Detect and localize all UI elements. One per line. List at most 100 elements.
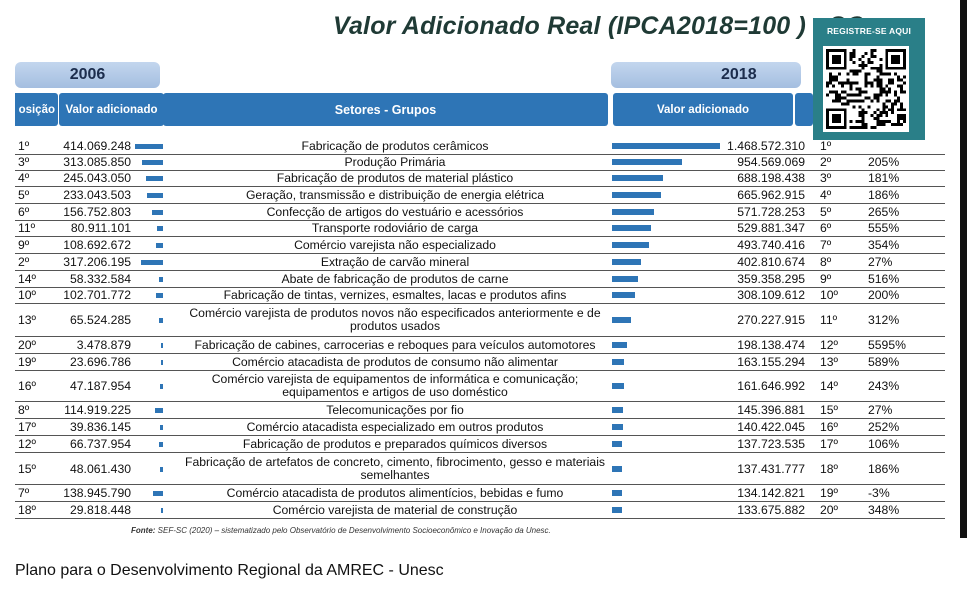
value-2006: 48.061.430	[70, 461, 131, 476]
growth-percent: 186%	[868, 461, 900, 476]
sector-name: Comércio varejista de material de constr…	[272, 502, 518, 517]
bar-2006	[160, 425, 163, 430]
value-2006: 414.069.248	[63, 139, 131, 153]
bar-2018	[612, 490, 622, 496]
position-2018: 1º	[820, 139, 832, 153]
bar-2006	[135, 144, 163, 149]
sector-name: Fabricação de tintas, vernizes, esmaltes…	[223, 287, 567, 302]
position-2018: 14º	[820, 379, 839, 393]
sector-name: Confecção de artigos do vestuário e aces…	[266, 204, 524, 219]
position-2006: 8º	[18, 403, 30, 417]
value-2018: 493.740.416	[737, 238, 805, 252]
growth-percent: 106%	[868, 437, 900, 451]
position-2006: 5º	[18, 188, 30, 202]
table-row: 16º 47.187.954 Comércio varejista de equip…	[15, 371, 945, 402]
bar-2006	[157, 226, 163, 231]
value-2018: 270.227.915	[737, 313, 805, 327]
position-2018: 8º	[820, 255, 832, 269]
value-2018: 1.468.572.310	[727, 139, 805, 153]
bar-2006	[161, 343, 163, 348]
value-2018: 198.138.474	[737, 338, 805, 352]
table-row: 4º 245.043.050 Fabricação de produtos de m…	[15, 170, 945, 187]
growth-percent: 312%	[868, 313, 900, 327]
video-caption: Plano para o Desenvolvimento Regional da…	[15, 562, 444, 579]
bar-2006	[146, 176, 163, 181]
bar-2018	[612, 143, 720, 149]
position-2006: 19º	[18, 355, 37, 369]
video-frame[interactable]: Valor Adicionado Real (IPCA2018=100 ) - …	[15, 0, 967, 538]
value-2006: 108.692.672	[63, 238, 131, 252]
bar-2006	[156, 243, 163, 248]
bar-2006	[159, 442, 163, 447]
bar-2006	[161, 508, 163, 513]
value-2006: 58.332.584	[70, 272, 131, 286]
value-2018: 954.569.069	[737, 155, 805, 169]
position-2006: 18º	[18, 503, 37, 517]
position-2006: 14º	[18, 272, 37, 286]
table-row: 10º 102.701.772 Fabricação de tintas, vern…	[15, 287, 945, 304]
growth-percent: 354%	[868, 238, 900, 252]
value-2006: 39.836.145	[70, 420, 131, 434]
value-2006: 114.919.225	[64, 403, 131, 417]
position-2006: 2º	[18, 255, 30, 269]
sector-name: Telecomunicações por fio	[326, 402, 464, 417]
sector-name: Comércio varejista não especializado	[294, 237, 496, 252]
bar-2018	[612, 292, 635, 298]
value-2006: 313.085.850	[63, 155, 131, 169]
sector-name: Comércio atacadista de produtos alimentí…	[226, 485, 564, 500]
position-2006: 15º	[18, 461, 37, 476]
sector-name: Comércio varejista de produtos novos não…	[189, 306, 601, 333]
bar-2018	[612, 276, 638, 282]
value-2006: 29.818.448	[70, 503, 131, 517]
bar-2018	[612, 342, 627, 348]
register-qr-panel[interactable]: REGISTRE-SE AQUI	[813, 18, 925, 140]
header-valor-adicionado-2006: Valor adicionado	[59, 93, 164, 126]
bar-2006	[156, 293, 163, 298]
growth-percent: 516%	[868, 272, 900, 286]
position-2006: 1º	[18, 139, 30, 153]
table-row: 12º 66.737.954 Fabricação de produtos e pr…	[15, 436, 945, 453]
table-row: 17º 39.836.145 Comércio atacadista especia…	[15, 419, 945, 436]
table-row: 20º 3.478.879 Fabricação de cabines, carro…	[15, 337, 945, 354]
table-row: 2º 317.206.195 Extração de carvão mineral 4…	[15, 254, 945, 271]
bar-2018	[612, 159, 682, 165]
value-2006: 3.478.879	[76, 338, 131, 352]
table-row: 14º 58.332.584 Abate de fabricação de prod…	[15, 271, 945, 288]
value-2006: 317.206.195	[63, 255, 131, 269]
position-2006: 6º	[18, 205, 30, 219]
value-2018: 163.155.294	[737, 355, 805, 369]
growth-percent: 243%	[868, 379, 900, 393]
source-label: Fonte:	[131, 526, 156, 535]
bar-2018	[612, 424, 623, 430]
sector-name: Fabricação de artefatos de concreto, cim…	[185, 454, 605, 482]
qr-code-icon	[823, 46, 909, 132]
bar-2006	[141, 260, 163, 265]
table-row: 3º 313.085.850 Produção Primária 954.569.06…	[15, 154, 945, 171]
value-2006: 47.187.954	[70, 379, 131, 393]
position-2018: 19º	[820, 486, 839, 500]
position-2018: 6º	[820, 221, 832, 235]
position-2006: 12º	[18, 437, 37, 451]
table-row: 13º 65.524.285 Comércio varejista de produ…	[15, 304, 945, 337]
table-row: 19º 23.696.786 Comércio atacadista de prod…	[15, 354, 945, 371]
sector-name: Fabricação de produtos de material plást…	[276, 170, 514, 185]
value-2006: 233.043.503	[63, 188, 131, 202]
bar-2018	[612, 383, 624, 389]
value-2006: 138.945.790	[63, 486, 131, 500]
value-2018: 137.431.777	[737, 461, 805, 476]
bar-2018	[612, 259, 641, 265]
sector-name: Geração, transmissão e distribuição de e…	[245, 187, 545, 202]
bar-2018	[612, 209, 654, 215]
source-note: Fonte: SEF-SC (2020) – sistematizado pel…	[131, 526, 551, 535]
position-2018: 3º	[820, 171, 832, 185]
position-2018: 11º	[820, 313, 838, 327]
position-2018: 15º	[820, 403, 839, 417]
position-2006: 13º	[18, 313, 37, 327]
value-2018: 359.358.295	[737, 272, 805, 286]
value-2006: 23.696.786	[70, 355, 131, 369]
bar-2018	[612, 242, 649, 248]
video-edge-bar	[960, 0, 967, 538]
position-2006: 4º	[18, 171, 30, 185]
bar-2018	[612, 175, 663, 181]
position-2018: 10º	[820, 288, 839, 302]
